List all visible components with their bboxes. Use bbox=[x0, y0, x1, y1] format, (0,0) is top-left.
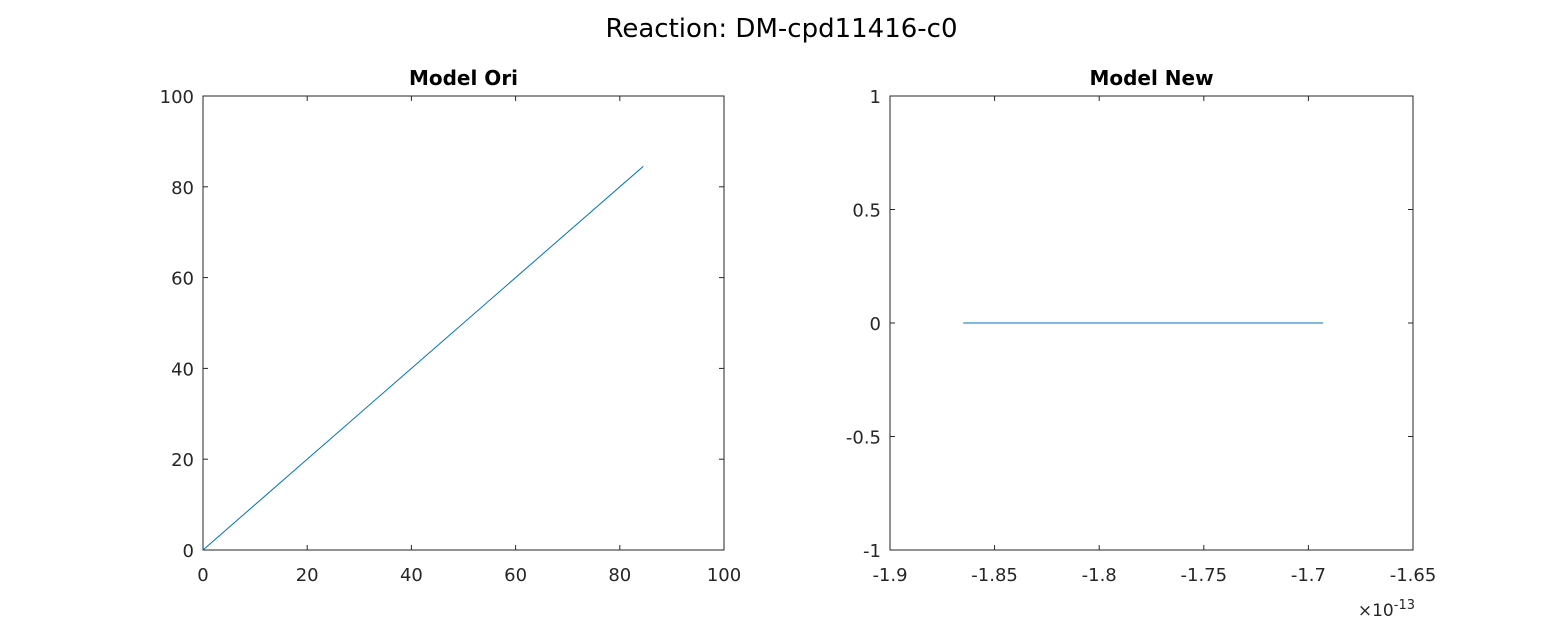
figure-title: Reaction: DM-cpd11416-c0 bbox=[605, 14, 958, 44]
x-tick-label: -1.75 bbox=[1181, 565, 1228, 586]
x-tick-label: 80 bbox=[608, 565, 631, 586]
x-tick-label: -1.7 bbox=[1291, 565, 1326, 586]
y-tick-label: 1 bbox=[870, 87, 881, 108]
x-tick-label: -1.9 bbox=[872, 565, 907, 586]
y-tick-label: 0.5 bbox=[852, 201, 881, 222]
y-tick-label: 100 bbox=[160, 87, 194, 108]
x-tick-label: -1.85 bbox=[971, 565, 1018, 586]
x-tick-label: 100 bbox=[707, 565, 741, 586]
y-tick-label: 0 bbox=[870, 314, 881, 335]
y-tick-label: -0.5 bbox=[846, 428, 881, 449]
y-tick-label: 40 bbox=[171, 359, 194, 380]
x-exponent-label: ×10-13 bbox=[1358, 598, 1415, 621]
x-tick-label: 20 bbox=[296, 565, 319, 586]
y-tick-label: 80 bbox=[171, 178, 194, 199]
axes-1: Model Ori 0 20 40 60 80 100 0 20 40 60 80 100 bbox=[160, 66, 742, 586]
x-tick-label: -1.65 bbox=[1390, 565, 1437, 586]
y-tick-label: -1 bbox=[863, 541, 881, 562]
axes-2: Model New -1.9 -1.85 -1.8 -1.75 -1.7 -1.65 -1 -0… bbox=[846, 66, 1436, 621]
axes-title: Model New bbox=[1089, 66, 1213, 90]
y-tick-label: 60 bbox=[171, 269, 194, 290]
x-tick-label: 0 bbox=[197, 565, 208, 586]
x-tick-label: 40 bbox=[400, 565, 423, 586]
axes-title: Model Ori bbox=[409, 66, 518, 90]
x-tick-label: -1.8 bbox=[1082, 565, 1117, 586]
y-tick-label: 0 bbox=[183, 541, 194, 562]
x-tick-label: 60 bbox=[504, 565, 527, 586]
series-line-1 bbox=[202, 165, 644, 551]
y-tick-label: 20 bbox=[171, 450, 194, 471]
